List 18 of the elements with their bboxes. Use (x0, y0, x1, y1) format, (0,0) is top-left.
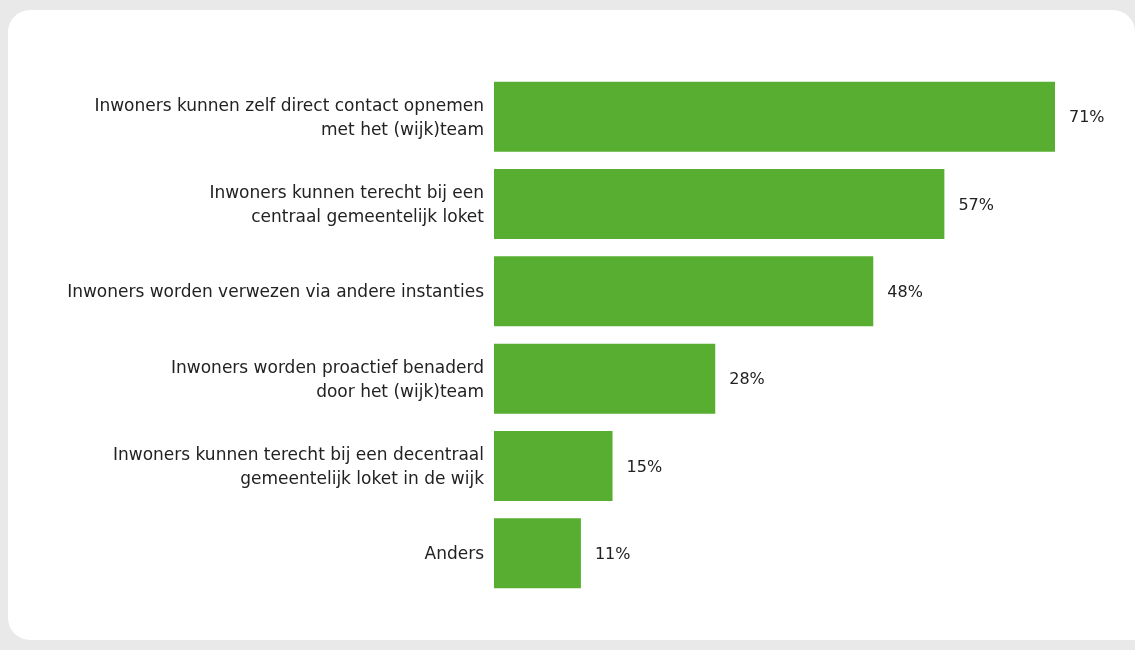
data-label: 15% (626, 456, 663, 476)
y-tick-label: Inwoners worden proactief benaderd door het (wijk)team (171, 356, 484, 401)
data-label: 57% (958, 194, 994, 214)
data-label: 11% (594, 543, 631, 563)
data-label: 28% (729, 369, 765, 389)
bar (494, 431, 613, 501)
y-tick-label: Inwoners worden verwezen via andere instanties (67, 281, 485, 302)
y-tick-label: Inwoners kunnen terecht bij een decentraal gemeentelijk loket in de wijk (112, 444, 485, 488)
bar (494, 256, 874, 327)
bar (494, 343, 716, 414)
y-tick-label: Inwoners kunnen terecht bij een centraal gemeentelijk loket (209, 182, 485, 226)
bar (494, 169, 945, 239)
bar (494, 518, 581, 589)
y-tick-label: Inwoners kunnen zelf direct contact opnemen met het (wijk)team (94, 94, 484, 139)
data-label: 48% (887, 281, 923, 301)
bar (494, 81, 1055, 152)
y-tick-label: Anders (424, 543, 485, 564)
data-label: 71% (1069, 107, 1105, 127)
